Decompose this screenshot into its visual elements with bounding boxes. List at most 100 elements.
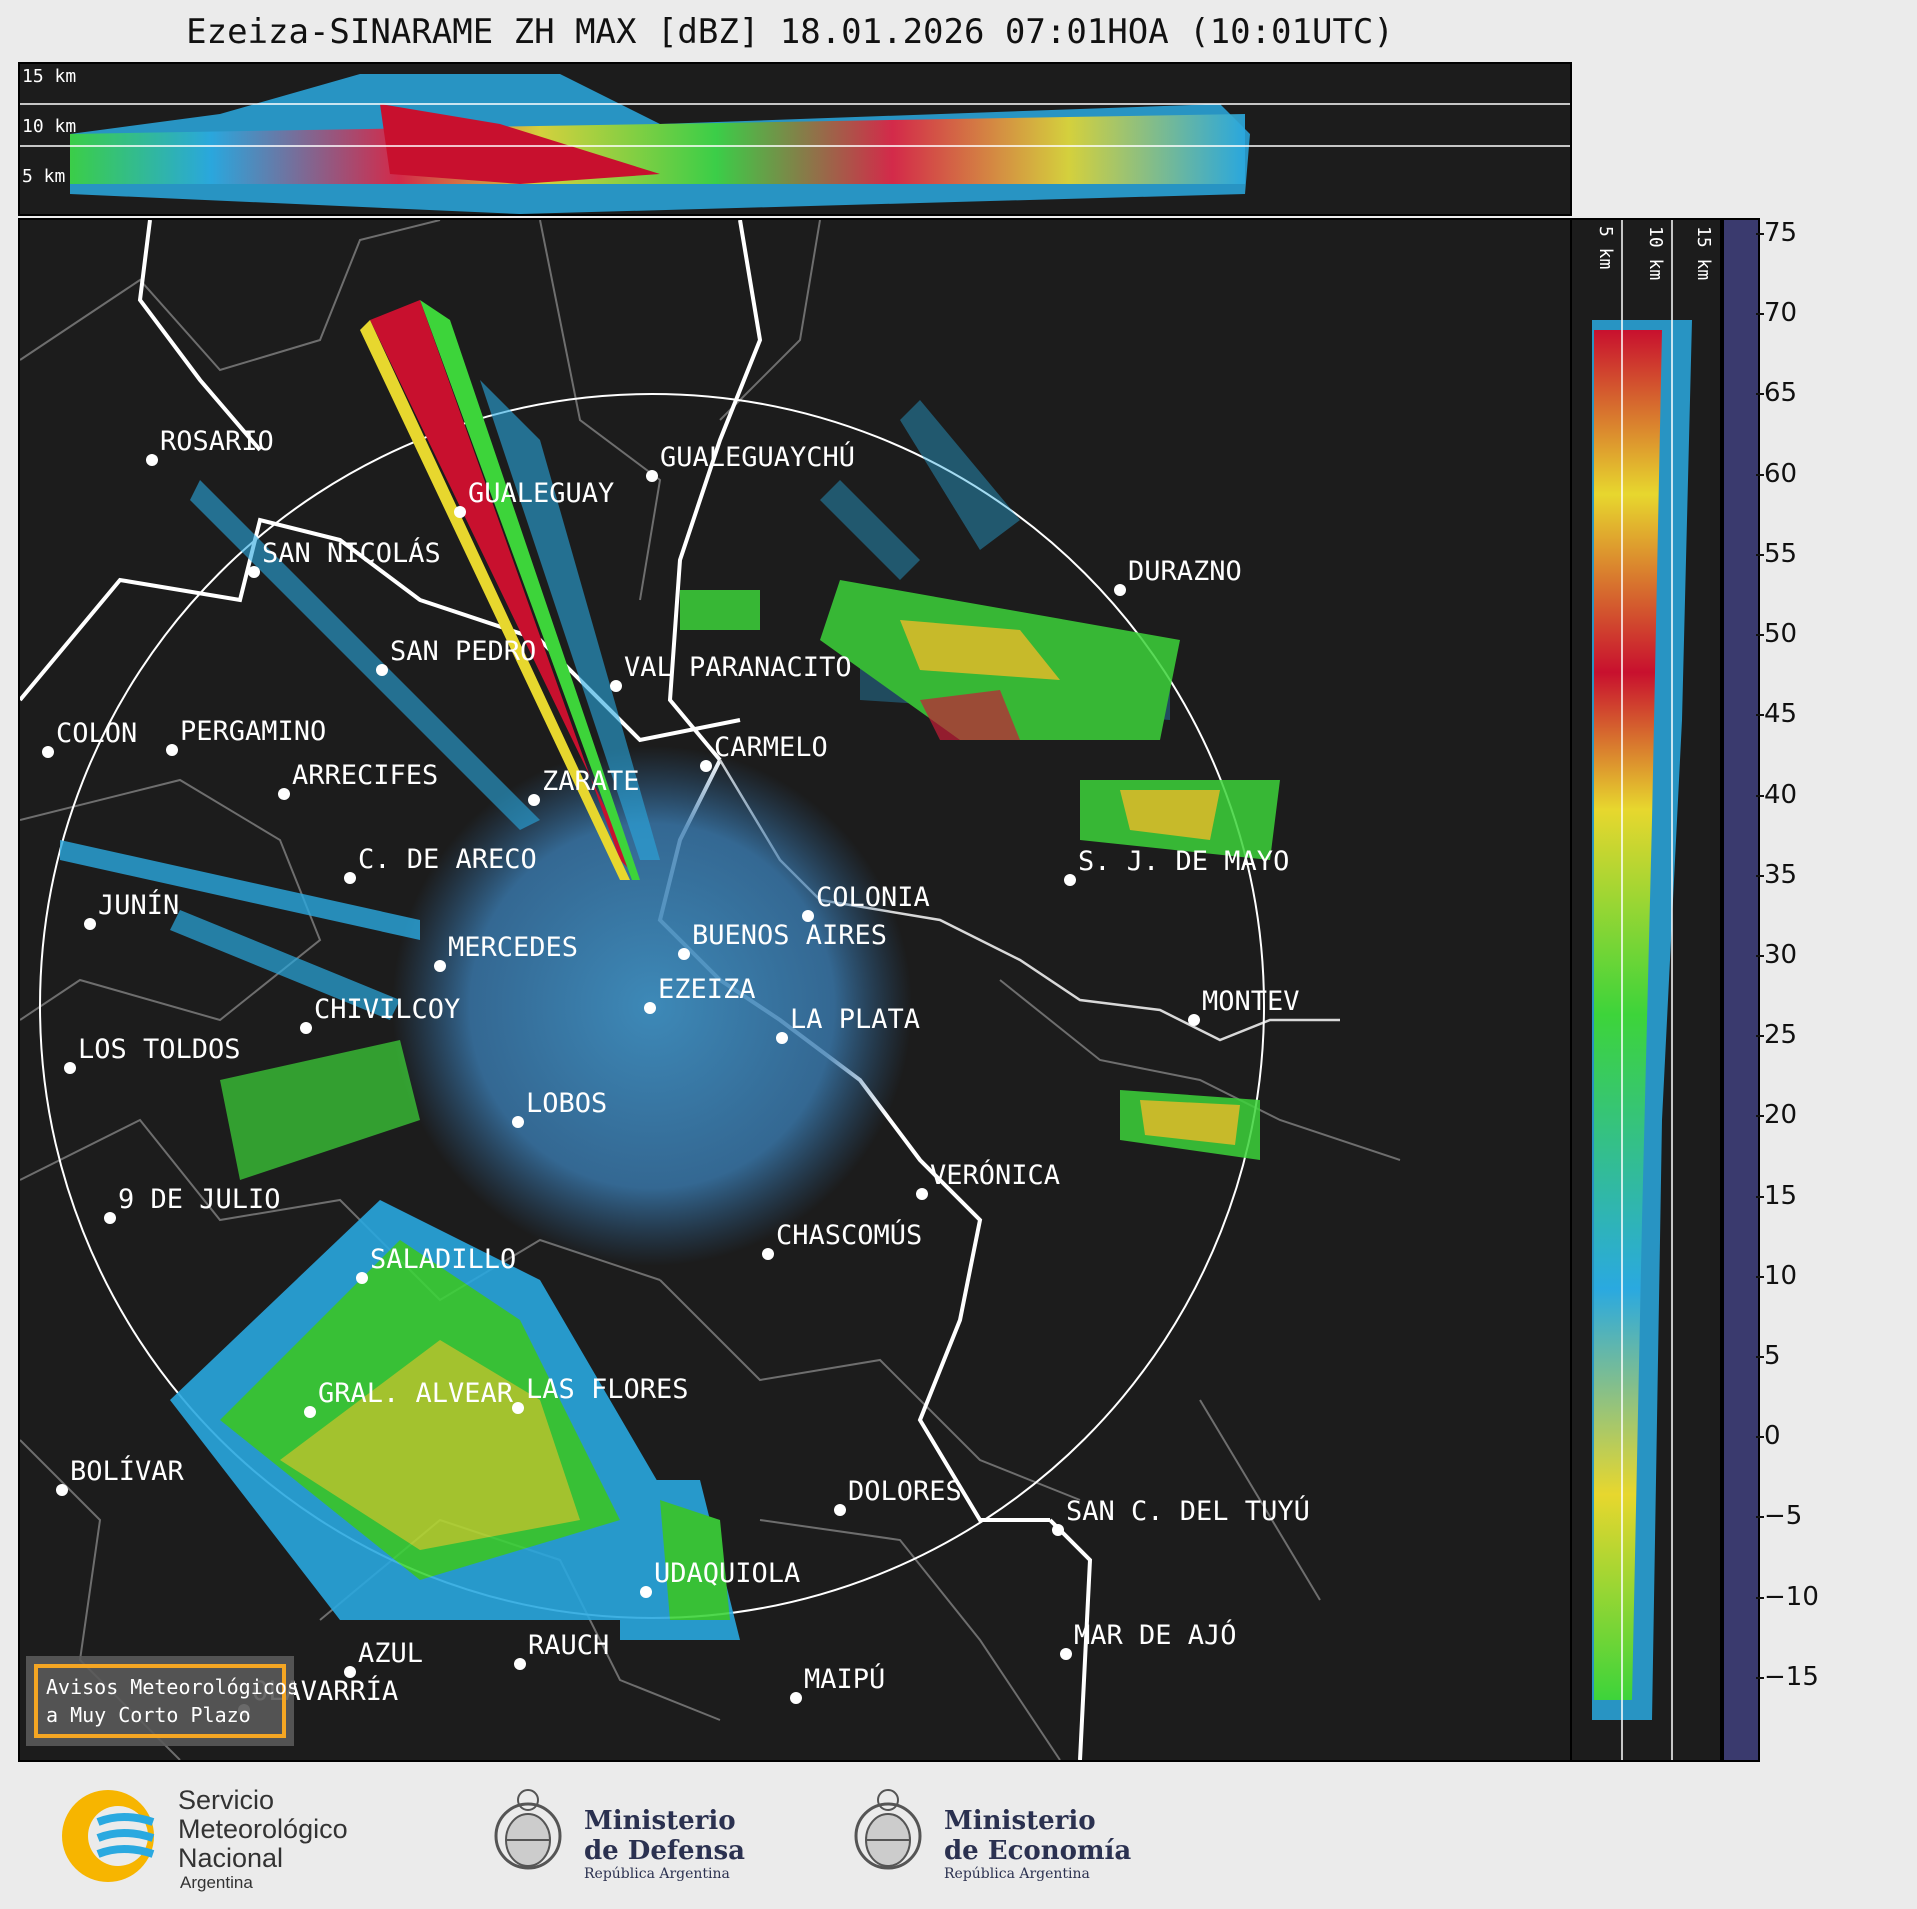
city-label-carmelo: CARMELO — [714, 732, 828, 763]
smn-text-3: Nacional — [178, 1843, 284, 1873]
colorbar-tick-mark — [1756, 553, 1764, 556]
colorbar-tick-label: −5 — [1764, 1501, 1803, 1532]
city-label-montevideo: MONTEV — [1202, 986, 1300, 1017]
defensa-text-3: República Argentina — [584, 1866, 730, 1882]
colorbar-tick-mark — [1756, 1436, 1764, 1439]
city-label-gualeguay: GUALEGUAY — [468, 478, 614, 509]
height-label-5km: 5 km — [22, 166, 65, 187]
city-label-durazno: DURAZNO — [1128, 556, 1242, 587]
colorbar-tick-label: 20 — [1764, 1100, 1798, 1131]
colorbar-tick-label: 0 — [1764, 1421, 1781, 1452]
notice-line1: Avisos Meteorológicos — [46, 1675, 299, 1699]
city-label-udaquiola: UDAQUIOLA — [654, 1558, 800, 1589]
notice-box[interactable]: Avisos Meteorológicos a Muy Corto Plazo — [26, 1656, 299, 1746]
colorbar-tick-mark — [1756, 1035, 1764, 1038]
city-label-ezeiza: EZEIZA — [658, 974, 756, 1005]
economia-text-1: Ministerio — [944, 1806, 1096, 1836]
city-label-colonia: COLONIA — [816, 882, 930, 913]
economia-text-3: República Argentina — [944, 1866, 1090, 1882]
smn-text-2: Meteorológico — [178, 1814, 348, 1844]
colorbar-tick-mark — [1756, 1275, 1764, 1278]
colorbar-tick-label: 10 — [1764, 1260, 1798, 1291]
radar-map[interactable]: ROSARIO GUALEGUAYCHÚ GUALEGUAY SAN NICOL… — [18, 218, 1572, 1762]
colorbar-tick-label: 45 — [1764, 699, 1798, 730]
colorbar-tick-label: 55 — [1764, 538, 1798, 569]
colorbar-tick-mark — [1756, 473, 1764, 476]
colorbar-tick-label: 75 — [1764, 218, 1798, 249]
city-label-chascomus: CHASCOMÚS — [776, 1219, 922, 1251]
colorbar-tick-mark — [1756, 1676, 1764, 1679]
defensa-text-1: Ministerio — [584, 1806, 736, 1836]
colorbar-tick-mark — [1756, 874, 1764, 877]
colorbar-tick-mark — [1756, 393, 1764, 396]
city-label-lobos: LOBOS — [526, 1088, 607, 1119]
city-label-arrecifes: ARRECIFES — [292, 760, 438, 791]
city-label-san-nicolas: SAN NICOLÁS — [262, 537, 441, 569]
city-label-gral-alvear: GRAL. ALVEAR — [318, 1378, 514, 1409]
colorbar-tick-label: 30 — [1764, 939, 1798, 970]
chart-title: Ezeiza-SINARAME ZH MAX [dBZ] 18.01.2026 … — [186, 12, 1394, 52]
city-label-veronica: VERÓNICA — [930, 1159, 1060, 1191]
colorbar-tick-label: 60 — [1764, 458, 1798, 489]
city-label-las-flores: LAS FLORES — [526, 1374, 689, 1405]
city-label-rosario: ROSARIO — [160, 426, 274, 457]
city-label-bolivar: BOLÍVAR — [70, 1455, 185, 1487]
colorbar-tick-mark — [1756, 1516, 1764, 1519]
city-label-saladillo: SALADILLO — [370, 1244, 516, 1275]
colorbar-tick-label: 35 — [1764, 859, 1798, 890]
colorbar-tick-label: 70 — [1764, 298, 1798, 329]
defensa-coat-of-arms-icon — [494, 1789, 562, 1870]
city-label-la-plata: LA PLATA — [790, 1004, 920, 1035]
colorbar-tick-label: −15 — [1764, 1661, 1819, 1692]
side-height-label-15km: 15 km — [1693, 226, 1714, 280]
colorbar-tick-mark — [1756, 714, 1764, 717]
colorbar-tick-mark — [1756, 794, 1764, 797]
height-label-15km: 15 km — [22, 66, 76, 87]
city-label-san-pedro: SAN PEDRO — [390, 636, 536, 667]
city-label-los-toldos: LOS TOLDOS — [78, 1034, 241, 1065]
smn-text-1: Servicio — [178, 1785, 275, 1815]
side-cross-section: 5 km 10 km 15 km — [1570, 218, 1722, 1762]
colorbar-tick-label: 25 — [1764, 1020, 1798, 1051]
economia-coat-of-arms-icon — [854, 1789, 922, 1870]
colorbar-tick-label: 65 — [1764, 378, 1798, 409]
colorbar-tick-mark — [1756, 1115, 1764, 1118]
city-label-chivilcoy: CHIVILCOY — [314, 994, 460, 1025]
footer-logos: Servicio Meteorológico Nacional Argentin… — [0, 1770, 1917, 1909]
city-label-9-de-julio: 9 DE JULIO — [118, 1184, 281, 1215]
colorbar-tick-mark — [1756, 634, 1764, 637]
city-label-san-c-del-tuyu: SAN C. DEL TUYÚ — [1066, 1495, 1310, 1527]
colorbar-tick-mark — [1756, 1596, 1764, 1599]
colorbar-tick-mark — [1756, 313, 1764, 316]
smn-text-4: Argentina — [180, 1873, 253, 1892]
economia-text-2: de Economía — [944, 1836, 1132, 1866]
colorbar-tick-mark — [1756, 1195, 1764, 1198]
colorbar — [1722, 218, 1760, 1762]
top-cross-section: 15 km 10 km 5 km — [18, 62, 1572, 216]
colorbar-tick-mark — [1756, 954, 1764, 957]
colorbar-tick-mark — [1756, 1355, 1764, 1358]
city-label-buenos-aires: BUENOS AIRES — [692, 920, 887, 951]
colorbar-tick-mark — [1756, 233, 1764, 236]
city-label-c-de-areco: C. DE ARECO — [358, 844, 537, 875]
city-label-s-j-de-mayo: S. J. DE MAYO — [1078, 846, 1289, 877]
city-label-mercedes: MERCEDES — [448, 932, 578, 963]
city-label-mar-de-ajo: MAR DE AJÓ — [1074, 1619, 1237, 1651]
height-label-10km: 10 km — [22, 116, 76, 137]
city-label-zarate: ZARATE — [542, 766, 640, 797]
defensa-text-2: de Defensa — [584, 1836, 745, 1866]
city-label-rauch: RAUCH — [528, 1630, 609, 1661]
side-height-label-10km: 10 km — [1645, 226, 1666, 280]
city-label-azul: AZUL — [358, 1638, 423, 1669]
city-label-colon: COLON — [56, 718, 137, 749]
city-label-junin: JUNÍN — [98, 889, 179, 921]
city-label-dolores: DOLORES — [848, 1476, 962, 1507]
colorbar-tick-label: −10 — [1764, 1581, 1819, 1612]
smn-logo-icon — [62, 1790, 155, 1882]
city-label-pergamino: PERGAMINO — [180, 716, 326, 747]
city-label-gualeguaychu: GUALEGUAYCHÚ — [660, 441, 855, 473]
side-height-label-5km: 5 km — [1595, 226, 1616, 269]
city-label-val-paranacito: VAL PARANACITO — [624, 652, 852, 683]
colorbar-tick-label: 40 — [1764, 779, 1798, 810]
colorbar-tick-label: 15 — [1764, 1180, 1798, 1211]
